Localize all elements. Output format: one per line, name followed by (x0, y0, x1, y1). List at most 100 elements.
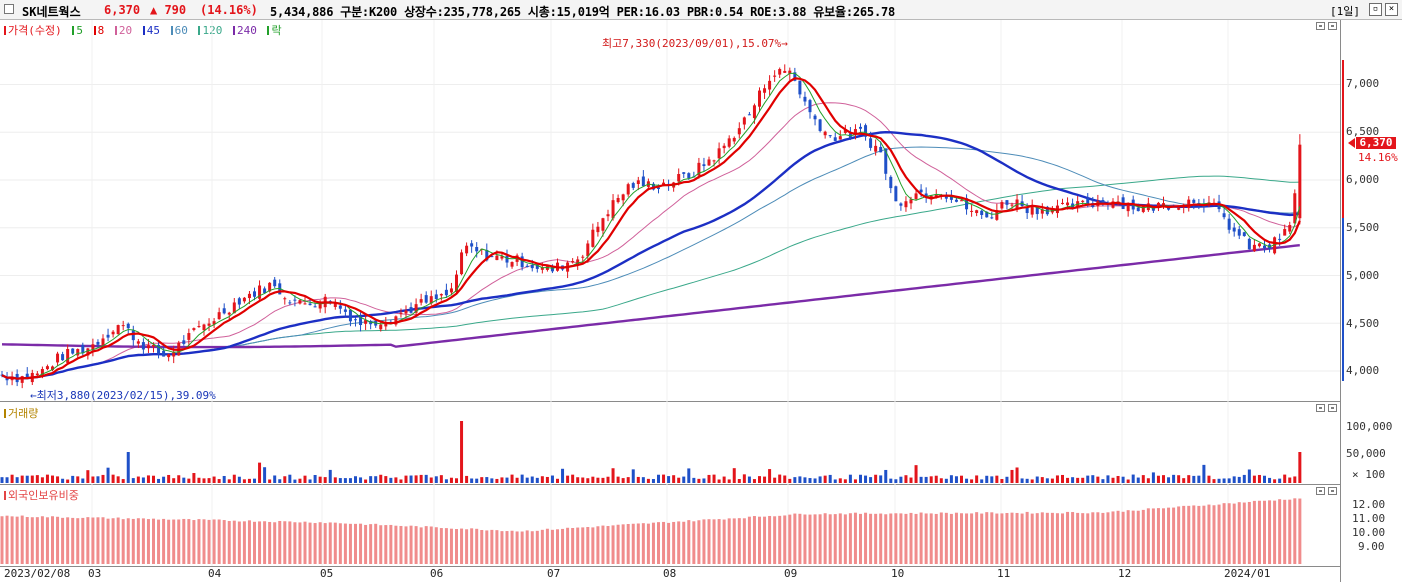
candle-body (596, 226, 600, 233)
panel-maximize-icon[interactable] (1328, 22, 1337, 30)
volume-bar (212, 476, 216, 483)
volume-bar (303, 475, 307, 483)
current-price: 6,370 (104, 3, 141, 17)
foreign-ratio-bar (535, 530, 539, 564)
volume-bar (1237, 476, 1241, 483)
candle-body (914, 193, 918, 199)
foreign-ratio-bar (15, 516, 19, 564)
panel-maximize-icon[interactable] (1328, 404, 1337, 412)
close-icon[interactable]: × (1385, 3, 1398, 16)
volume-bar (141, 477, 145, 483)
panel-maximize-icon[interactable] (1328, 487, 1337, 495)
candle-body (960, 200, 963, 202)
volume-bar (596, 477, 600, 483)
foreign-ratio-bar (268, 521, 272, 564)
candle-body (1247, 238, 1251, 250)
candle-body (677, 174, 681, 182)
candle-body (545, 266, 549, 270)
foreign-ratio-bar (980, 513, 984, 564)
foreign-ratio-bar (1020, 513, 1024, 564)
volume-bar (1091, 475, 1095, 483)
volume-panel-title[interactable]: 거래량 (4, 405, 38, 421)
foreign-ratio-bar (434, 527, 438, 564)
legend-ma5[interactable]: 5 (72, 24, 85, 37)
volume-bar (843, 479, 847, 483)
panel-minimize-icon[interactable] (1316, 22, 1325, 30)
foreign-ratio-bar (258, 521, 262, 564)
volume-bar (242, 479, 246, 483)
foreign-ratio-bar (914, 513, 918, 564)
candle-body (1156, 202, 1160, 208)
volume-bar (1177, 475, 1181, 483)
low-annotation: ←최저3,880(2023/02/15),39.09% (30, 389, 216, 402)
foreign-ratio-bar (338, 523, 342, 564)
legend-ma60[interactable]: 60 (170, 24, 190, 37)
candle-body (1035, 206, 1039, 215)
panel-toggle-icon[interactable] (4, 4, 14, 14)
x-axis: 2023/02/08 03 04 05 06 07 08 09 10 11 12… (0, 566, 1340, 582)
foreign-ratio-bar (1045, 512, 1049, 564)
foreign-tick: 9.00 (1358, 540, 1385, 553)
foreign-ratio-bar (606, 525, 610, 564)
foreign-ratio-bar (687, 520, 691, 564)
volume-bar (712, 474, 716, 483)
panel-minimize-icon[interactable] (1316, 404, 1325, 412)
volume-bar (798, 476, 802, 483)
foreign-ratio-bar (217, 519, 221, 564)
candle-body (621, 194, 625, 201)
volume-bar (5, 477, 9, 483)
volume-bar (1293, 476, 1297, 483)
candle-body (1005, 200, 1009, 205)
volume-bar (1268, 477, 1272, 483)
candle-body (1222, 213, 1226, 218)
foreign-ratio-bar (970, 513, 974, 564)
candle-body (889, 176, 893, 189)
restore-icon[interactable]: ▫ (1369, 3, 1382, 16)
legend-ma45[interactable]: 45 (142, 24, 162, 37)
legend-ma20[interactable]: 20 (114, 24, 134, 37)
current-pct-tag: 14.16% (1358, 151, 1398, 164)
candle-body (1136, 207, 1140, 212)
foreign-ratio-bar (495, 530, 499, 564)
candle-body (56, 353, 60, 363)
candle-body (742, 117, 746, 125)
volume-bar (853, 479, 857, 483)
volume-bar (884, 469, 888, 483)
volume-bar (197, 477, 201, 483)
candle-body (414, 304, 418, 313)
foreign-ratio-bar (1268, 500, 1272, 564)
candle-body (823, 131, 827, 136)
volume-bar (364, 479, 368, 483)
volume-bar (1126, 479, 1130, 483)
x-tick: 06 (430, 567, 444, 580)
foreign-panel-title[interactable]: 외국인보유비중 (4, 487, 79, 503)
legend-price[interactable]: 가격(수정) (4, 24, 64, 37)
panel-minimize-icon[interactable] (1316, 487, 1325, 495)
volume-bar (1025, 478, 1029, 483)
foreign-ratio-bar (485, 530, 489, 564)
candle-body (894, 186, 898, 202)
foreign-ratio-bar (1071, 512, 1075, 564)
period-selector[interactable]: [1일] (1330, 5, 1360, 18)
legend-ma240[interactable]: 240 (232, 24, 259, 37)
stock-name[interactable]: SK네트웍스 (22, 5, 81, 19)
foreign-ratio-bar (990, 512, 994, 564)
foreign-ratio-bar (91, 517, 95, 564)
legend-rak[interactable]: 락 (267, 24, 283, 37)
volume-bar (1055, 475, 1059, 483)
candle-body (1066, 202, 1070, 206)
foreign-ratio-bar (1081, 513, 1085, 564)
legend-ma8[interactable]: 8 (93, 24, 107, 37)
foreign-ratio-bar (778, 515, 782, 564)
volume-bar (520, 474, 524, 483)
volume-bar (727, 479, 731, 483)
foreign-ratio-bar (1273, 500, 1277, 564)
volume-bar (909, 477, 913, 483)
foreign-ratio-bar (389, 524, 393, 564)
volume-bar (641, 477, 645, 483)
volume-bar (434, 476, 438, 483)
foreign-ratio-bar (152, 518, 155, 564)
volume-bar (318, 476, 322, 483)
volume-bar (530, 476, 534, 483)
